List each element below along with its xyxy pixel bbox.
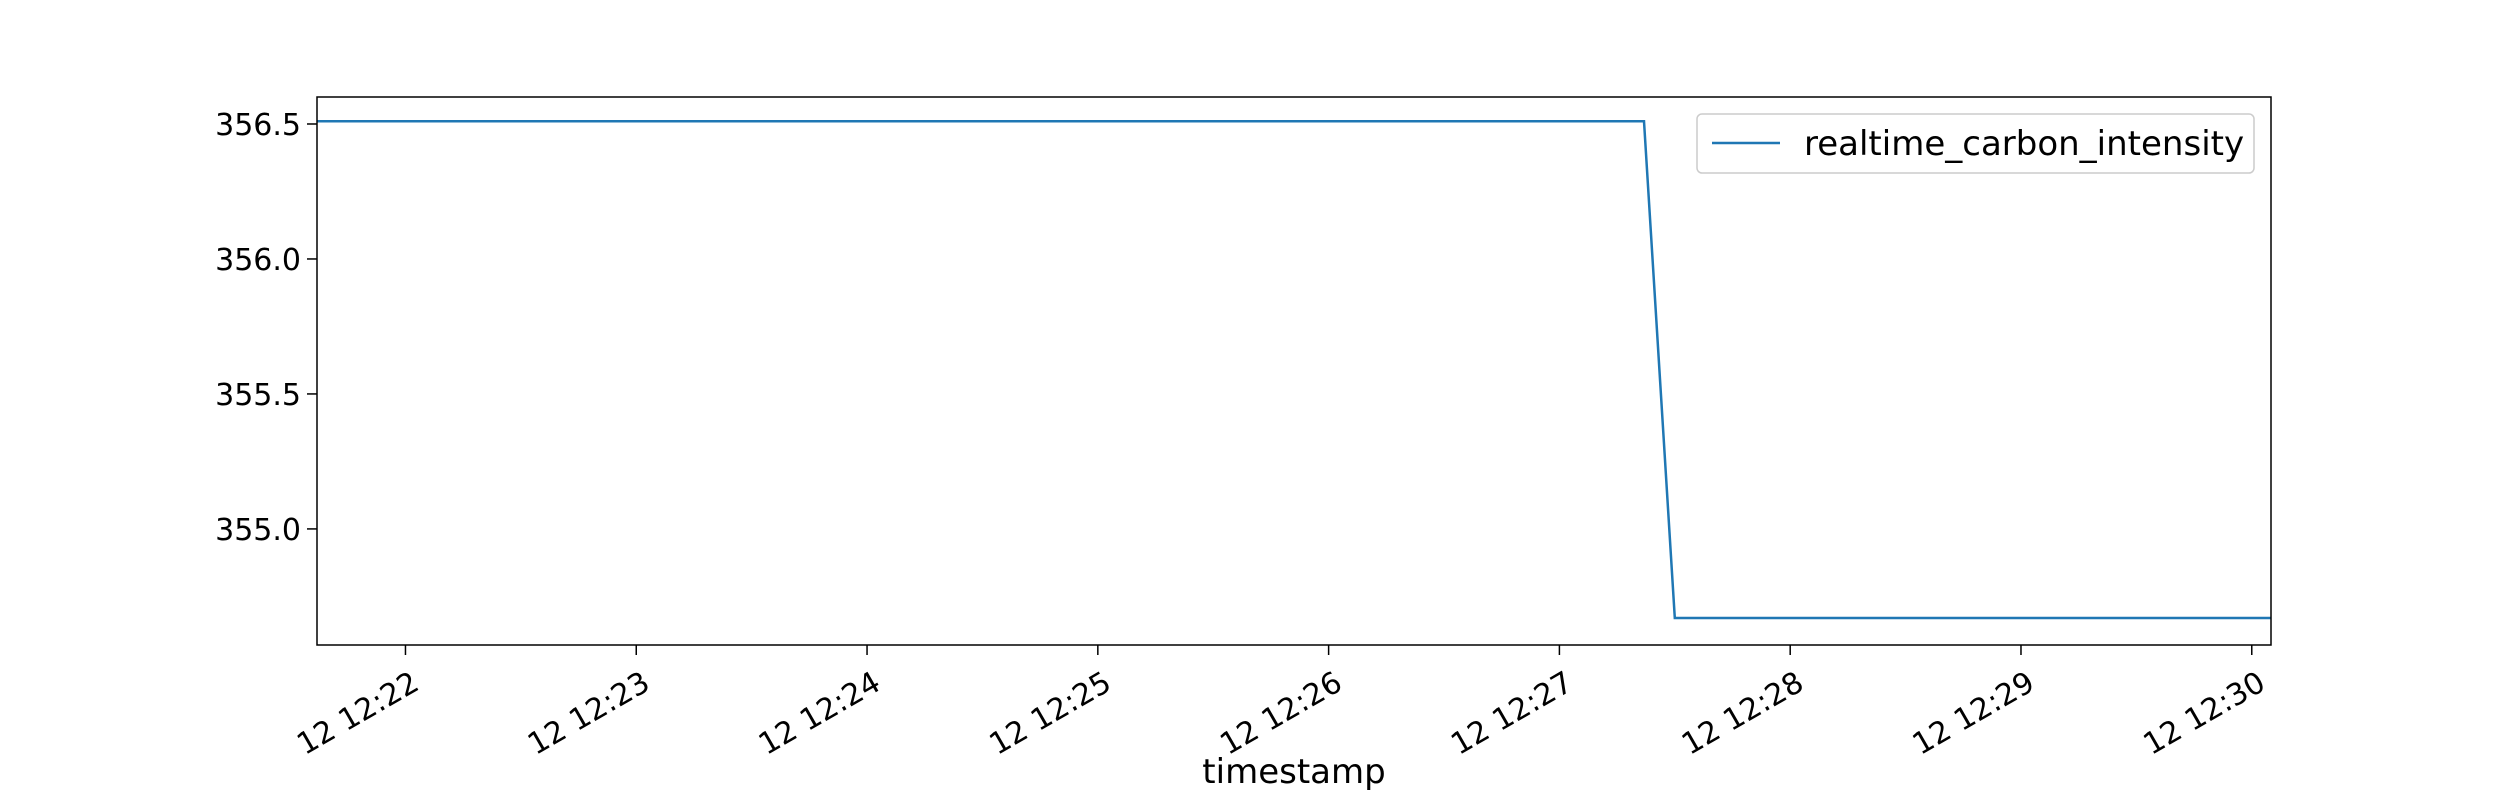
- legend-box: [1696, 113, 2255, 174]
- plot-area: [317, 97, 2271, 645]
- x-tick-label: 12 12:25: [984, 665, 1118, 762]
- x-tick-label: 12 12:27: [1445, 665, 1579, 762]
- x-tick-label: 12 12:30: [2138, 665, 2272, 762]
- legend-label: realtime_carbon_intensity: [1804, 124, 2244, 164]
- x-tick-label: 12 12:24: [753, 665, 887, 762]
- plot-frame: [316, 96, 2272, 646]
- x-axis-ticks: 12 12:22 12 12:23 12 12:24 12 12:25 12 12:26…: [291, 645, 2271, 762]
- series-line-realtime-carbon-intensity: [317, 120, 2271, 620]
- x-axis-title: timestamp: [1202, 752, 1385, 792]
- y-tick-label: 356.5: [215, 108, 301, 143]
- x-tick-label: 12 12:22: [291, 665, 425, 762]
- x-tick-label: 12 12:29: [1907, 665, 2041, 762]
- y-tick-label: 356.0: [215, 243, 301, 278]
- y-tick-label: 355.5: [215, 378, 301, 413]
- x-tick-label: 12 12:28: [1676, 665, 1810, 762]
- legend: realtime_carbon_intensity: [1696, 113, 2255, 174]
- y-axis-ticks: 355.0 355.5 356.0 356.5: [215, 108, 317, 548]
- y-tick-label: 355.0: [215, 513, 301, 548]
- x-tick-label: 12 12:26: [1214, 665, 1348, 762]
- x-tick-label: 12 12:23: [522, 665, 656, 762]
